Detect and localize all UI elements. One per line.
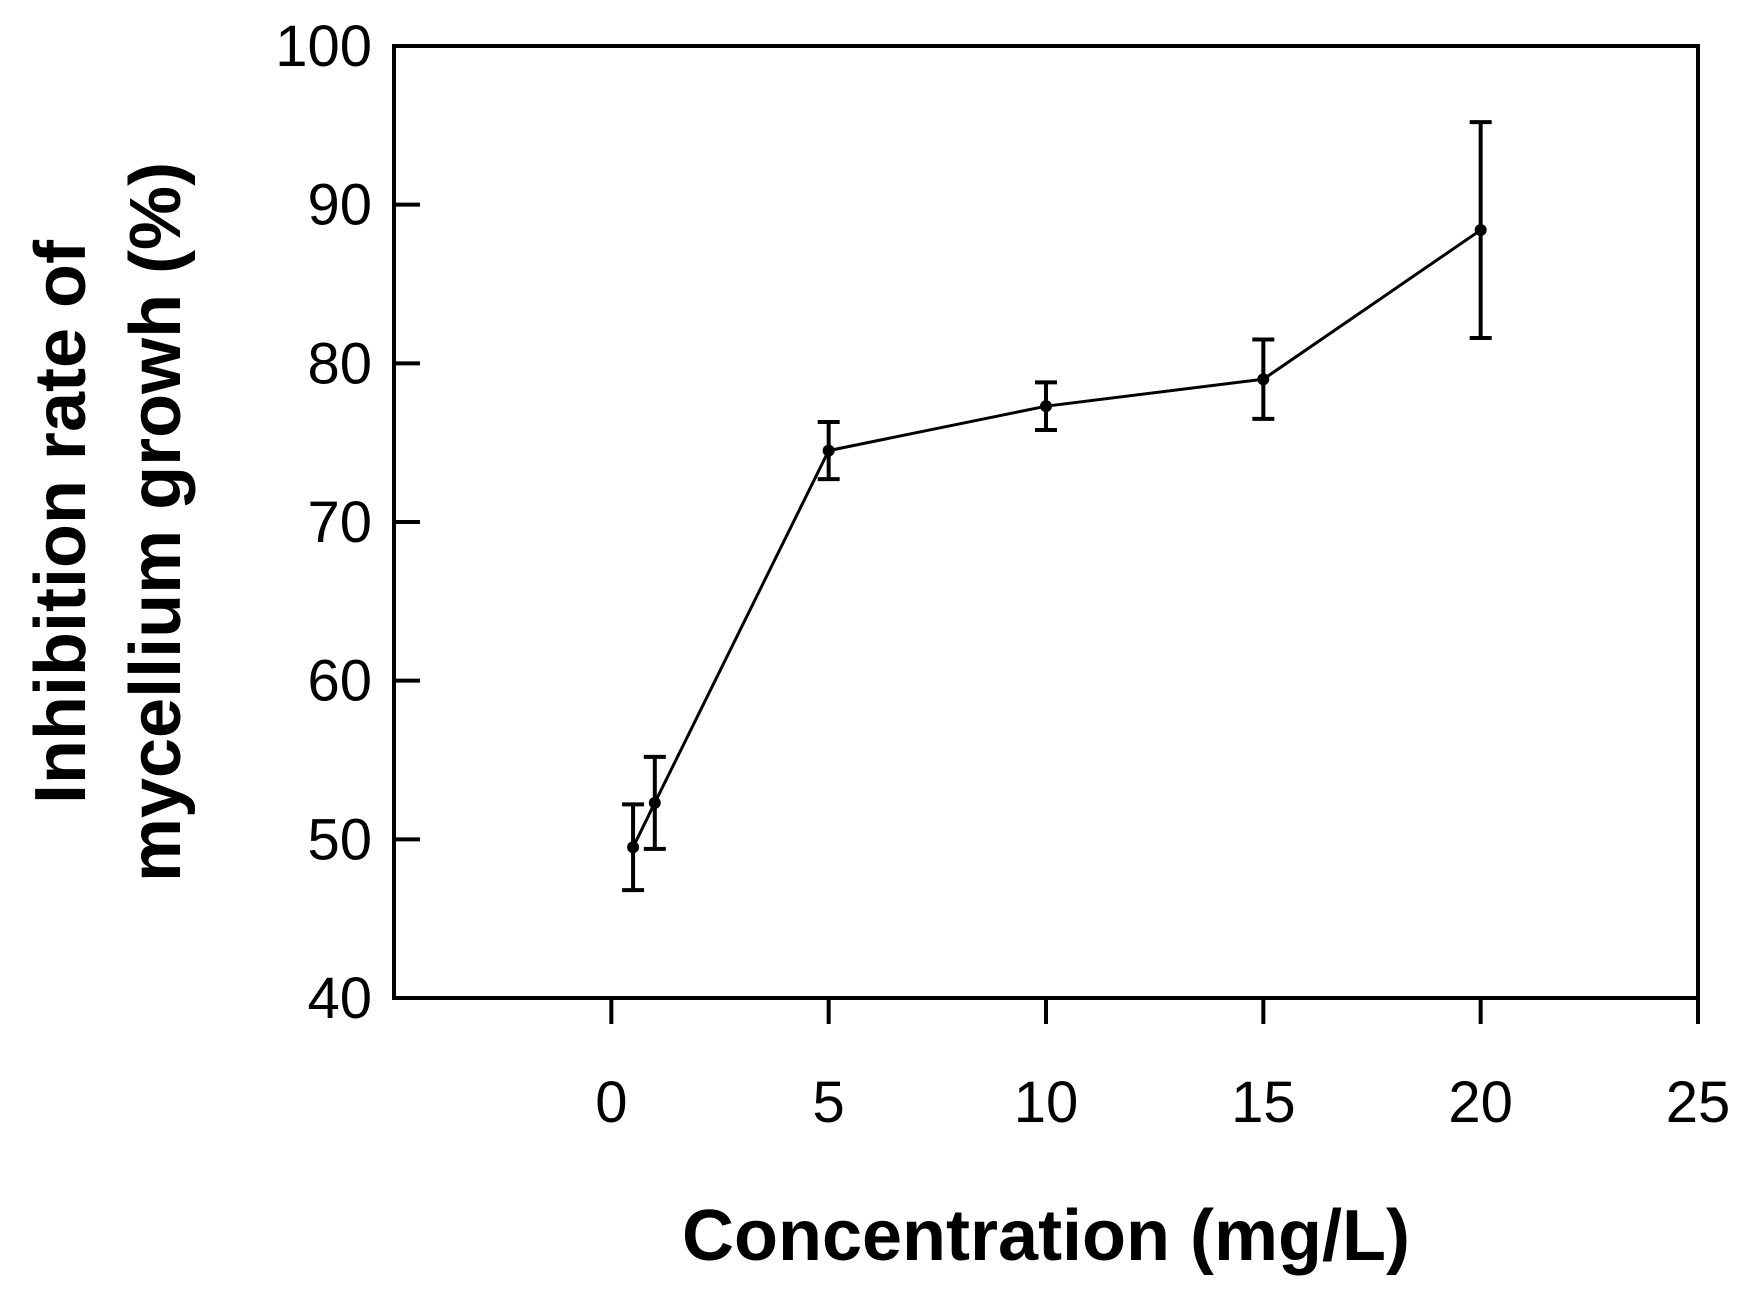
series-layer bbox=[622, 120, 1492, 893]
y-tick-label: 100 bbox=[275, 14, 372, 79]
y-tick-label: 90 bbox=[307, 173, 372, 238]
y-axis-title: Inhibition rate of mycellium growh (%) bbox=[21, 162, 196, 882]
y-axis-title-line-1: Inhibition rate of bbox=[21, 239, 101, 804]
y-tick-label: 70 bbox=[307, 490, 372, 555]
data-point bbox=[627, 841, 640, 854]
data-point bbox=[1474, 224, 1487, 237]
x-tick-label: 15 bbox=[1231, 1070, 1296, 1135]
data-point bbox=[1257, 373, 1270, 386]
data-point bbox=[822, 444, 835, 457]
y-tick-label: 40 bbox=[307, 966, 372, 1031]
x-tick-label: 20 bbox=[1448, 1070, 1513, 1135]
x-tick-label: 5 bbox=[813, 1070, 845, 1135]
y-axis-ticks: 40 50 60 70 80 90 100 bbox=[275, 14, 420, 1031]
x-tick-label: 10 bbox=[1014, 1070, 1079, 1135]
y-tick-label: 50 bbox=[307, 807, 372, 872]
plot-frame bbox=[392, 44, 1700, 1000]
data-point bbox=[648, 796, 661, 809]
y-axis-title-line-2: mycellium growh (%) bbox=[116, 162, 196, 882]
x-tick-label: 25 bbox=[1666, 1070, 1731, 1135]
x-axis-ticks: 0 5 10 15 20 25 bbox=[595, 998, 1730, 1135]
y-tick-label: 80 bbox=[307, 331, 372, 396]
series-line bbox=[631, 228, 1482, 848]
x-axis-title: Concentration (mg/L) bbox=[682, 1196, 1410, 1276]
x-tick-label: 0 bbox=[595, 1070, 627, 1135]
y-tick-label: 60 bbox=[307, 649, 372, 714]
data-point bbox=[1040, 400, 1052, 413]
